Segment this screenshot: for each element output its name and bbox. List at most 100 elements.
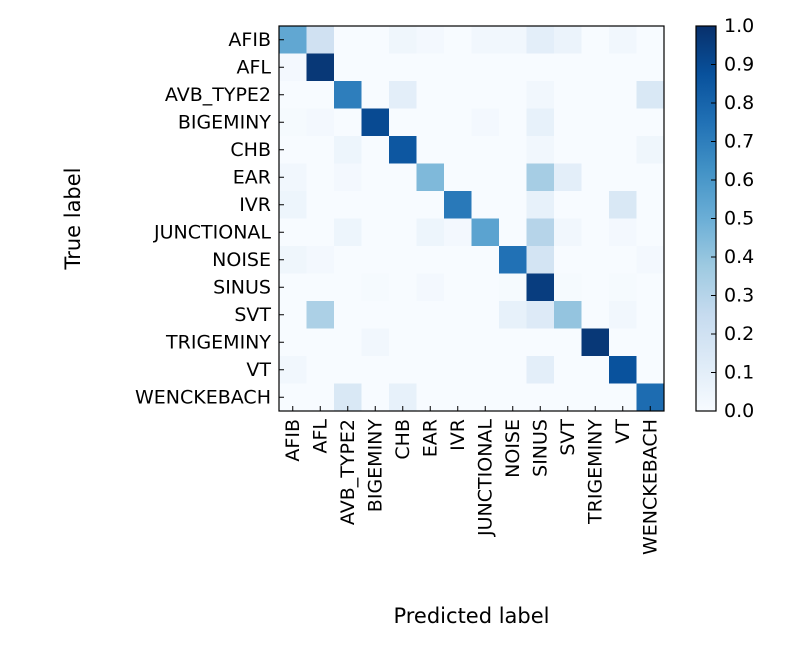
heatmap-cell bbox=[471, 136, 500, 164]
colorbar-tick-label: 0.4 bbox=[724, 246, 754, 268]
heatmap-cell bbox=[499, 328, 527, 357]
heatmap-cell bbox=[609, 163, 637, 192]
heatmap-cell bbox=[499, 273, 527, 302]
heatmap-cell bbox=[636, 356, 665, 384]
heatmap-cell bbox=[306, 53, 335, 82]
heatmap-cell bbox=[361, 273, 390, 302]
heatmap-cell bbox=[389, 328, 417, 357]
heatmap-cell bbox=[334, 26, 362, 54]
colorbar-tick-label: 0.3 bbox=[724, 285, 754, 307]
heatmap-cell bbox=[306, 301, 335, 329]
colorbar-tick-label: 0.6 bbox=[724, 169, 754, 191]
heatmap-cell bbox=[636, 191, 665, 219]
heatmap-cell bbox=[444, 218, 472, 247]
heatmap-cell bbox=[389, 108, 417, 137]
x-tick-label: BIGEMINY bbox=[364, 419, 386, 513]
heatmap-cell bbox=[389, 163, 417, 192]
heatmap-cell bbox=[334, 191, 362, 219]
heatmap-cell bbox=[609, 108, 637, 137]
heatmap-cell bbox=[499, 26, 527, 54]
heatmap-cell bbox=[526, 356, 555, 384]
heatmap-cell bbox=[444, 246, 472, 274]
heatmap-cell bbox=[609, 26, 637, 54]
colorbar-ticks: 0.0 0.1 0.2 0.3 0.4 0.5 0.6 0.7 0.8 0.9 1.0 bbox=[711, 15, 754, 422]
heatmap-cell bbox=[609, 301, 637, 329]
heatmap-cell bbox=[306, 81, 335, 109]
heatmap-cell bbox=[554, 218, 582, 247]
heatmap-cell bbox=[334, 301, 362, 329]
heatmap-cell bbox=[636, 81, 665, 109]
heatmap-cell bbox=[554, 26, 582, 54]
heatmap-cell bbox=[636, 26, 665, 54]
heatmap-cell bbox=[581, 108, 610, 137]
y-tick-label: AVB_TYPE2 bbox=[165, 84, 271, 106]
heatmap-cell bbox=[554, 328, 582, 357]
heatmap-cell bbox=[526, 301, 555, 329]
heatmap-cell bbox=[416, 136, 445, 164]
heatmap-cell bbox=[334, 136, 362, 164]
heatmap-cell bbox=[444, 328, 472, 357]
heatmap-cell bbox=[471, 246, 500, 274]
colorbar-tick-label: 0.8 bbox=[724, 92, 754, 114]
y-tick-label: CHB bbox=[230, 139, 271, 161]
x-tick-label: VT bbox=[612, 419, 634, 444]
heatmap-cell bbox=[471, 191, 500, 219]
heatmap-cell bbox=[416, 218, 445, 247]
heatmap-cell bbox=[554, 108, 582, 137]
heatmap-cell bbox=[609, 273, 637, 302]
y-tick-label: TRIGEMINY bbox=[165, 331, 271, 353]
x-tick-label: TRIGEMINY bbox=[584, 419, 606, 525]
heatmap-cell bbox=[444, 53, 472, 82]
colorbar-tick-label: 0.2 bbox=[724, 323, 754, 345]
heatmap-cell bbox=[389, 81, 417, 109]
heatmap-cell bbox=[526, 136, 555, 164]
heatmap-cell bbox=[471, 81, 500, 109]
heatmap-cell bbox=[306, 136, 335, 164]
heatmap-cell bbox=[471, 301, 500, 329]
y-tick-label: AFIB bbox=[228, 29, 271, 51]
heatmap-cell bbox=[554, 163, 582, 192]
colorbar-tick-label: 0.5 bbox=[724, 208, 754, 230]
heatmap-cell bbox=[581, 356, 610, 384]
heatmap-cell bbox=[526, 246, 555, 274]
heatmap-cell bbox=[306, 26, 335, 54]
x-tick-label: AVB_TYPE2 bbox=[337, 419, 359, 525]
heatmap-cell bbox=[499, 163, 527, 192]
heatmap-cell bbox=[609, 53, 637, 82]
x-tick-label: CHB bbox=[392, 419, 414, 460]
heatmap-cell bbox=[526, 191, 555, 219]
heatmap-cell bbox=[581, 246, 610, 274]
heatmap-cell bbox=[389, 26, 417, 54]
heatmap-cell bbox=[389, 53, 417, 82]
x-axis-title: Predicted label bbox=[393, 604, 549, 628]
heatmap-cell bbox=[581, 328, 610, 357]
x-tick-label: AFL bbox=[309, 419, 331, 454]
heatmap-cell bbox=[416, 328, 445, 357]
heatmap-cell bbox=[581, 273, 610, 302]
heatmap-cell bbox=[581, 163, 610, 192]
heatmap-cell bbox=[334, 273, 362, 302]
y-tick-label: EAR bbox=[233, 166, 271, 188]
y-tick-label: WENCKEBACH bbox=[135, 386, 271, 408]
heatmap-cell bbox=[526, 273, 555, 302]
heatmap-cell bbox=[361, 163, 390, 192]
heatmap-cell bbox=[361, 26, 390, 54]
heatmap-cell bbox=[444, 301, 472, 329]
y-tick-label: AFL bbox=[236, 56, 271, 78]
heatmap-cell bbox=[526, 26, 555, 54]
heatmap-cell bbox=[609, 356, 637, 384]
heatmap-cell bbox=[471, 328, 500, 357]
heatmap-cell bbox=[444, 26, 472, 54]
heatmap-cell bbox=[444, 356, 472, 384]
heatmap-cell bbox=[306, 356, 335, 384]
x-axis: AFIB AFL AVB_TYPE2 BIGEMINY CHB EAR IVR JUNCTIO… bbox=[282, 406, 661, 555]
heatmap-cell bbox=[554, 273, 582, 302]
heatmap-cell bbox=[526, 328, 555, 357]
heatmap-cell bbox=[361, 136, 390, 164]
heatmap-cell bbox=[609, 328, 637, 357]
heatmap-cell bbox=[499, 108, 527, 137]
heatmap-cell bbox=[334, 328, 362, 357]
heatmap-cell bbox=[361, 328, 390, 357]
x-tick-label: NOISE bbox=[502, 419, 524, 478]
heatmap-cell bbox=[554, 356, 582, 384]
